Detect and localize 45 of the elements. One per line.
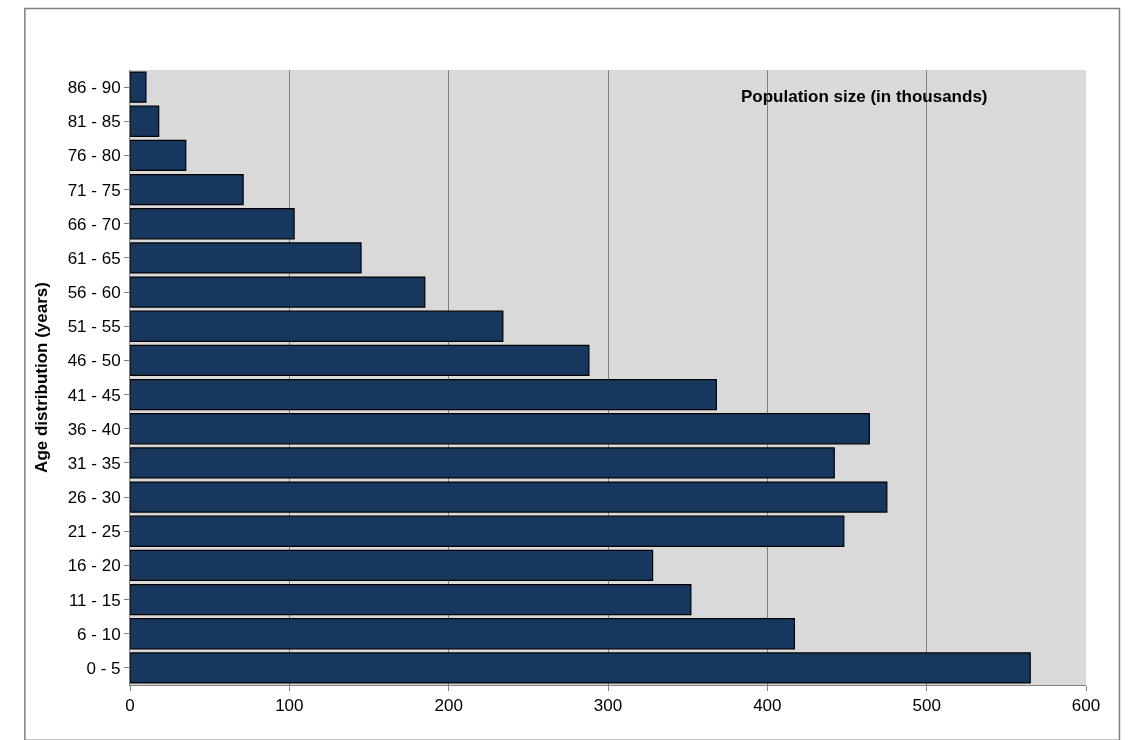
bar <box>130 447 835 479</box>
bar <box>130 276 426 308</box>
y-tick-label: 6 - 10 <box>77 624 121 644</box>
y-tick-label: 71 - 75 <box>67 180 121 200</box>
bar <box>130 242 362 274</box>
y-tick-label: 76 - 80 <box>67 146 121 166</box>
x-tick-label: 300 <box>593 696 623 716</box>
bar <box>130 583 692 616</box>
x-tick-label: 600 <box>1071 696 1101 716</box>
bar <box>130 208 295 240</box>
y-tick-label: 61 - 65 <box>67 248 121 268</box>
bar <box>130 344 590 377</box>
bar <box>130 515 845 547</box>
bar <box>130 413 870 445</box>
y-tick-label: 21 - 25 <box>67 522 121 542</box>
y-tick-label: 56 - 60 <box>67 283 121 303</box>
y-tick-label: 0 - 5 <box>86 658 121 678</box>
x-tick-label: 500 <box>912 696 941 716</box>
y-axis-title: Age distribution (years) <box>32 282 52 473</box>
x-axis-title: Population size (in thousands) <box>741 87 988 106</box>
bar <box>130 378 717 411</box>
bar <box>130 618 796 650</box>
y-tick-label: 26 - 30 <box>67 488 121 508</box>
bar <box>130 549 654 582</box>
y-tick-label: 16 - 20 <box>67 556 121 576</box>
bar <box>130 173 244 206</box>
x-tick-label: 100 <box>275 696 304 716</box>
y-tick-label: 31 - 35 <box>67 453 121 473</box>
y-tick-label: 11 - 15 <box>68 590 121 610</box>
bar <box>130 71 147 103</box>
x-tick-label: 400 <box>753 696 782 716</box>
y-tick-label: 41 - 45 <box>67 385 121 405</box>
x-tick-label: 200 <box>434 696 463 716</box>
bar <box>130 481 888 513</box>
y-tick-label: 86 - 90 <box>67 78 121 98</box>
bar <box>130 105 160 137</box>
bar <box>130 139 187 172</box>
y-tick-label: 46 - 50 <box>67 351 121 371</box>
y-tick-label: 81 - 85 <box>67 112 121 132</box>
bar <box>130 310 504 342</box>
bar <box>130 652 1031 684</box>
y-tick-label: 66 - 70 <box>67 214 121 234</box>
y-tick-label: 51 - 55 <box>67 317 121 337</box>
x-tick-label: 0 <box>125 696 135 716</box>
y-tick-label: 36 - 40 <box>67 419 121 439</box>
